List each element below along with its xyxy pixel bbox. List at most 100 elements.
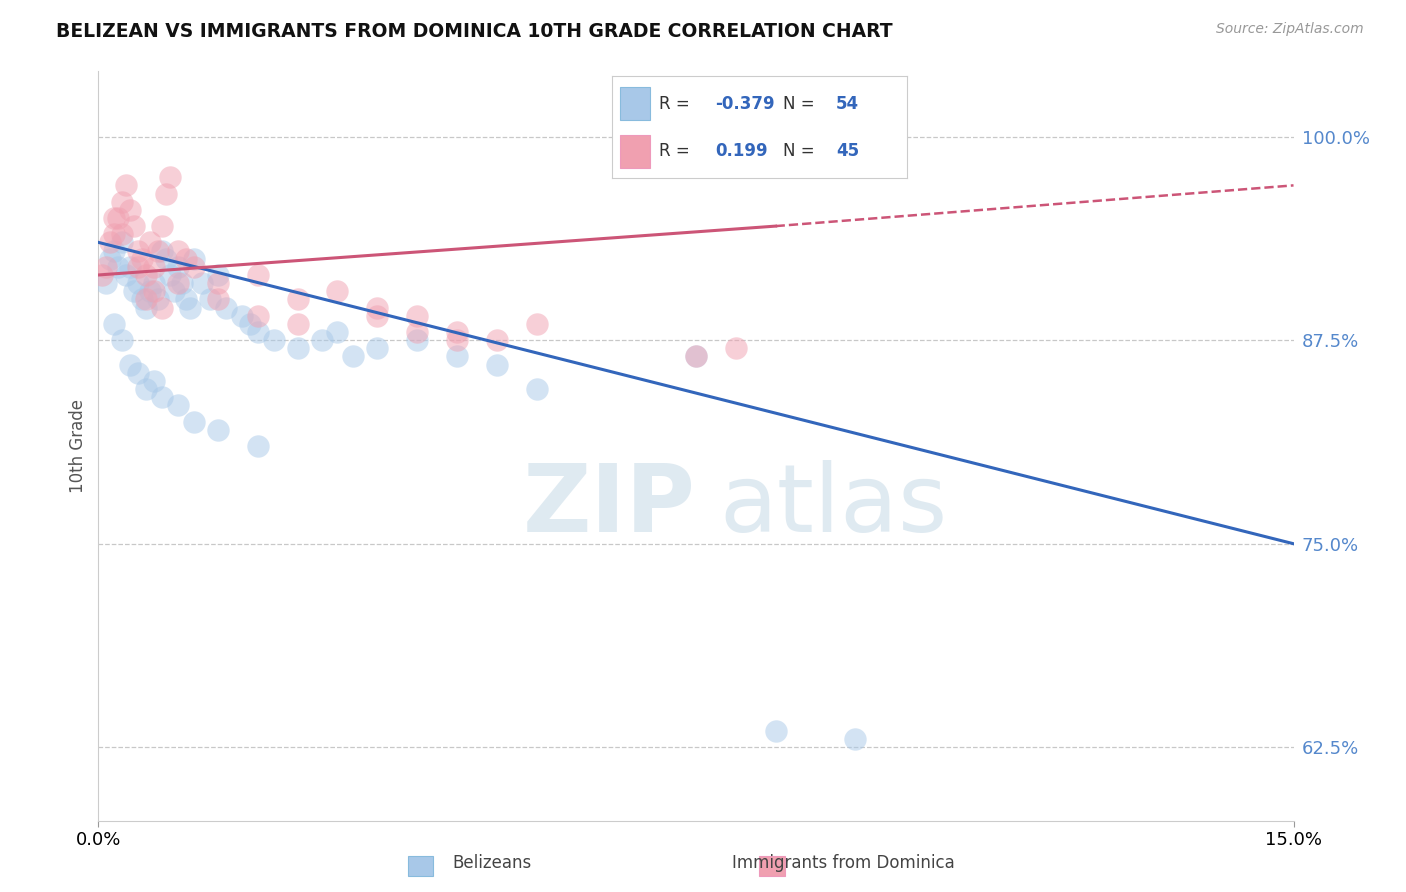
Point xyxy=(406,333,429,347)
Point xyxy=(231,309,253,323)
Point xyxy=(685,350,707,364)
Point xyxy=(107,211,129,225)
Point xyxy=(287,317,309,331)
Point xyxy=(107,260,129,274)
Point xyxy=(526,317,548,331)
Point xyxy=(111,227,134,242)
Text: BELIZEAN VS IMMIGRANTS FROM DOMINICA 10TH GRADE CORRELATION CHART: BELIZEAN VS IMMIGRANTS FROM DOMINICA 10T… xyxy=(56,22,893,41)
Text: R =: R = xyxy=(659,95,695,112)
Point xyxy=(246,268,269,282)
Point xyxy=(135,382,157,396)
Point xyxy=(446,350,468,364)
Point xyxy=(91,268,114,282)
Point xyxy=(207,423,229,437)
Point xyxy=(485,358,508,372)
Point xyxy=(139,235,162,250)
Point xyxy=(207,276,229,290)
Point xyxy=(148,293,170,307)
Point xyxy=(207,293,229,307)
Text: N =: N = xyxy=(783,142,820,160)
Point xyxy=(143,374,166,388)
Point xyxy=(120,358,142,372)
Point xyxy=(96,260,118,274)
Point xyxy=(120,260,142,274)
Point xyxy=(183,252,205,266)
Point xyxy=(115,268,138,282)
Point xyxy=(135,268,157,282)
Point xyxy=(135,293,157,307)
Point xyxy=(143,260,166,274)
Text: 54: 54 xyxy=(837,95,859,112)
Point xyxy=(246,439,269,453)
Point xyxy=(127,244,149,258)
Point xyxy=(366,341,388,355)
Text: 0.199: 0.199 xyxy=(716,142,768,160)
Point xyxy=(446,333,468,347)
Point xyxy=(526,382,548,396)
Point xyxy=(131,252,153,266)
Point xyxy=(446,325,468,339)
Point xyxy=(148,244,170,258)
Point xyxy=(111,194,134,209)
Point xyxy=(326,325,349,339)
Point xyxy=(198,293,221,307)
Point xyxy=(326,285,349,299)
Point xyxy=(159,170,181,185)
Point xyxy=(150,244,173,258)
Point xyxy=(124,285,146,299)
Point xyxy=(143,285,166,299)
Text: N =: N = xyxy=(783,95,820,112)
Point xyxy=(155,252,177,266)
Point xyxy=(98,252,122,266)
Point xyxy=(179,301,201,315)
Point xyxy=(127,260,149,274)
Point xyxy=(98,235,122,250)
Point xyxy=(167,244,190,258)
Point xyxy=(131,293,153,307)
Point xyxy=(167,276,190,290)
Point xyxy=(159,268,181,282)
Point xyxy=(96,276,118,290)
Point xyxy=(111,235,134,250)
Point xyxy=(167,398,190,412)
Point xyxy=(139,285,162,299)
Point xyxy=(103,317,125,331)
Point xyxy=(406,325,429,339)
Point xyxy=(167,260,190,274)
Text: Immigrants from Dominica: Immigrants from Dominica xyxy=(733,855,955,872)
Point xyxy=(366,309,388,323)
Bar xyxy=(620,136,650,168)
Point xyxy=(183,415,205,429)
Point xyxy=(111,333,134,347)
Point xyxy=(183,260,205,274)
Point xyxy=(287,293,309,307)
Point xyxy=(246,325,269,339)
Point xyxy=(127,276,149,290)
Point xyxy=(150,219,173,233)
Text: -0.379: -0.379 xyxy=(716,95,775,112)
Point xyxy=(287,341,309,355)
Text: Belizeans: Belizeans xyxy=(453,855,531,872)
Point xyxy=(103,227,125,242)
Point xyxy=(143,276,166,290)
Point xyxy=(115,178,138,193)
Point xyxy=(342,350,364,364)
Point xyxy=(174,252,197,266)
Point xyxy=(239,317,262,331)
Point xyxy=(120,202,142,217)
Point xyxy=(246,309,269,323)
Point xyxy=(485,333,508,347)
Bar xyxy=(620,87,650,120)
Point xyxy=(103,211,125,225)
Point xyxy=(135,301,157,315)
Y-axis label: 10th Grade: 10th Grade xyxy=(69,399,87,493)
Point xyxy=(366,301,388,315)
Point xyxy=(191,276,214,290)
Point xyxy=(765,724,787,739)
Point xyxy=(174,293,197,307)
Point xyxy=(724,341,747,355)
Text: ZIP: ZIP xyxy=(523,460,696,552)
Point xyxy=(103,244,125,258)
Point xyxy=(150,390,173,404)
Point xyxy=(155,186,177,201)
